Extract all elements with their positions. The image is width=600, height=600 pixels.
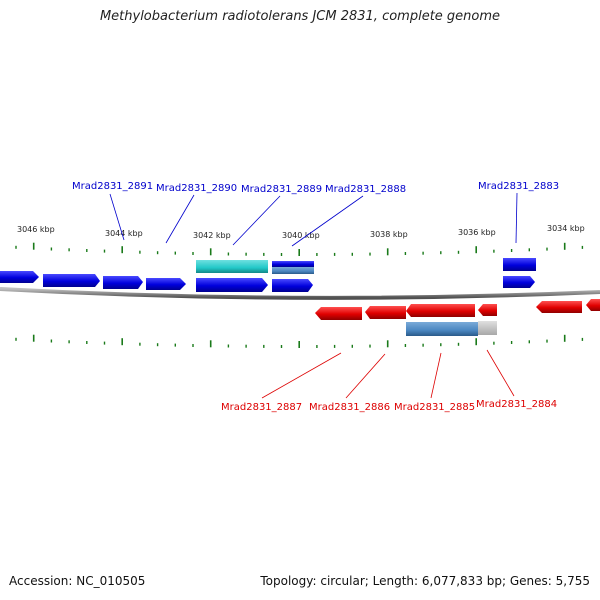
- scale-label: 3036 kbp: [458, 228, 496, 237]
- gene-label[interactable]: Mrad2831_2883: [478, 181, 559, 192]
- forward-gene-block[interactable]: [503, 258, 536, 271]
- reverse-gene-arrow[interactable]: [478, 304, 497, 316]
- gene-label[interactable]: Mrad2831_2884: [476, 399, 557, 410]
- reverse-gene-arrow[interactable]: [315, 307, 362, 320]
- scale-label: 3046 kbp: [17, 225, 55, 234]
- scale-label: 3038 kbp: [370, 230, 408, 239]
- accession-label: Accession: NC_010505: [9, 574, 146, 588]
- scale-label: 3034 kbp: [547, 224, 585, 233]
- gene-label[interactable]: Mrad2831_2885: [394, 402, 475, 413]
- gene-label[interactable]: Mrad2831_2891: [72, 181, 153, 192]
- genome-summary-label: Topology: circular; Length: 6,077,833 bp…: [260, 574, 590, 588]
- genome-title: Methylobacterium radiotolerans JCM 2831,…: [99, 9, 501, 24]
- forward-gene-arrow[interactable]: [43, 274, 100, 287]
- forward-gene-arrow[interactable]: [0, 271, 39, 283]
- gene-label[interactable]: Mrad2831_2889: [241, 184, 322, 195]
- reverse-gene-arrow[interactable]: [365, 306, 406, 319]
- scale-label: 3040 kbp: [282, 231, 320, 240]
- rna-feature[interactable]: [196, 260, 268, 273]
- scale-ticks-bottom: [15, 334, 584, 348]
- reverse-gene-arrow[interactable]: [536, 301, 582, 313]
- chromosome-backbone: [0, 287, 600, 300]
- reverse-gene-arrow[interactable]: [586, 299, 600, 311]
- forward-gene-arrow[interactable]: [272, 279, 313, 292]
- forward-label-leaders: [109, 192, 518, 247]
- scale-ticks-top: [15, 242, 584, 256]
- gene-label[interactable]: Mrad2831_2887: [221, 402, 302, 413]
- forward-gene-block[interactable]: [272, 261, 314, 267]
- forward-gene-arrow[interactable]: [196, 278, 268, 292]
- scale-label: 3042 kbp: [193, 231, 231, 240]
- forward-strand-genes: [0, 258, 536, 292]
- reverse-gene-arrow[interactable]: [406, 304, 475, 317]
- rna-feature[interactable]: [272, 267, 314, 274]
- forward-gene-arrow[interactable]: [146, 278, 186, 290]
- forward-gene-arrow[interactable]: [103, 276, 143, 289]
- pseudo-feature[interactable]: [478, 321, 497, 335]
- scale-labels: 3046 kbp 3044 kbp 3042 kbp 3040 kbp 3038…: [17, 224, 585, 240]
- reverse-gene-labels: Mrad2831_2887 Mrad2831_2886 Mrad2831_288…: [221, 399, 557, 413]
- reverse-strand-genes: [315, 299, 600, 336]
- forward-gene-arrow[interactable]: [503, 276, 535, 288]
- reverse-label-leaders: [261, 349, 515, 399]
- gene-label[interactable]: Mrad2831_2888: [325, 184, 406, 195]
- gene-label[interactable]: Mrad2831_2890: [156, 183, 237, 194]
- rna-feature[interactable]: [406, 322, 478, 336]
- scale-label: 3044 kbp: [105, 229, 143, 238]
- gene-label[interactable]: Mrad2831_2886: [309, 402, 390, 413]
- forward-gene-labels: Mrad2831_2891 Mrad2831_2890 Mrad2831_288…: [72, 181, 559, 195]
